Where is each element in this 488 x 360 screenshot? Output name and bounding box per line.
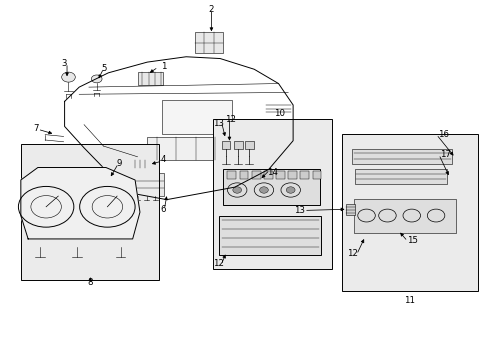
Circle shape	[259, 187, 268, 193]
Bar	[137, 72, 163, 85]
Text: 17: 17	[439, 150, 450, 159]
Bar	[128, 173, 164, 196]
Bar	[227, 171, 236, 179]
Text: 14: 14	[266, 168, 278, 177]
Bar	[287, 171, 296, 179]
Bar	[276, 171, 285, 179]
Circle shape	[232, 187, 241, 193]
Text: 8: 8	[87, 278, 93, 287]
Text: 13: 13	[213, 119, 224, 128]
Bar	[130, 160, 150, 168]
Text: 11: 11	[404, 296, 414, 305]
Bar	[354, 169, 447, 184]
Bar	[195, 32, 223, 53]
Circle shape	[91, 75, 102, 83]
Bar	[312, 171, 321, 179]
Text: 9: 9	[117, 159, 122, 168]
Text: 12: 12	[346, 249, 357, 258]
Bar	[21, 144, 159, 280]
Bar	[222, 169, 319, 205]
Polygon shape	[21, 167, 140, 239]
Bar	[251, 171, 260, 179]
Text: 6: 6	[160, 205, 165, 214]
Bar	[221, 141, 230, 149]
Text: 12: 12	[212, 260, 224, 269]
Text: 1: 1	[160, 62, 166, 71]
Bar	[212, 119, 331, 269]
Text: 10: 10	[273, 109, 285, 118]
Bar	[264, 171, 272, 179]
Text: 2: 2	[208, 5, 214, 14]
Text: 3: 3	[61, 59, 67, 68]
Text: 12: 12	[225, 115, 236, 124]
Bar	[219, 216, 321, 255]
Text: 16: 16	[437, 130, 448, 139]
Circle shape	[286, 187, 294, 193]
Text: 5: 5	[102, 64, 107, 73]
Text: 7: 7	[34, 124, 39, 133]
Bar	[354, 199, 455, 233]
Text: 13: 13	[294, 206, 305, 215]
Bar	[341, 134, 477, 291]
Circle shape	[61, 72, 75, 82]
Bar	[345, 204, 355, 215]
Bar	[244, 141, 253, 149]
Text: 4: 4	[160, 156, 165, 165]
Text: 15: 15	[406, 236, 417, 245]
Bar	[147, 137, 254, 160]
Bar	[162, 100, 232, 134]
Bar	[233, 141, 242, 149]
Bar	[239, 171, 248, 179]
Bar	[352, 149, 451, 164]
Bar	[300, 171, 308, 179]
